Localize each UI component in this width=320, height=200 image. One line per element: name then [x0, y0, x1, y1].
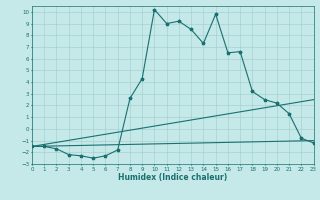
- X-axis label: Humidex (Indice chaleur): Humidex (Indice chaleur): [118, 173, 228, 182]
